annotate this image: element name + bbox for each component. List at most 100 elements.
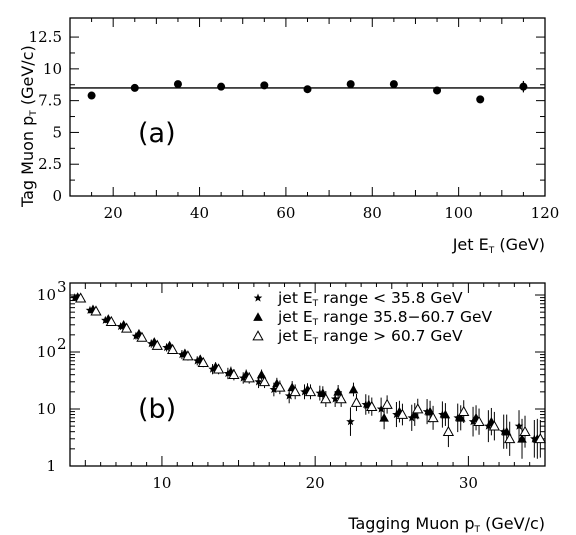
data-point: [105, 315, 117, 327]
y-tick-label: 2.5: [38, 155, 62, 173]
data-point: [120, 322, 133, 333]
data-point: [458, 405, 470, 416]
data-point: [320, 393, 332, 404]
data-point: [256, 369, 267, 379]
x-tick-label: 100: [444, 204, 473, 222]
x-tick-label: 20: [104, 204, 123, 222]
data-point: [501, 426, 512, 436]
panel-a-label: (a): [138, 118, 176, 149]
data-point: [514, 421, 524, 430]
legend-filled-triangle-marker: [253, 312, 263, 321]
panel-a-y-axis-label: Tag Muon pT (GeV/c): [18, 45, 39, 208]
y-tick-exponent: 2: [57, 335, 67, 353]
data-point: [488, 420, 501, 431]
x-tick-label: 40: [190, 204, 209, 222]
data-point: [396, 408, 409, 419]
data-point: [315, 388, 325, 397]
data-point: [333, 387, 343, 396]
data-point: [136, 331, 148, 342]
panel-b-label: (b): [138, 394, 176, 425]
legend-entry-label: jet ET range < 35.8 GeV: [277, 289, 463, 309]
x-tick-label: 60: [276, 204, 295, 222]
legend-open-triangle-marker: [252, 330, 264, 341]
data-point: [473, 415, 485, 426]
y-tick-label: 5: [52, 123, 62, 141]
y-tick-label: 7.5: [38, 92, 62, 110]
data-point: [346, 80, 355, 89]
data-point: [258, 375, 271, 387]
y-tick-label: 0: [52, 187, 62, 205]
data-point: [130, 83, 139, 92]
x-tick-label: 20: [306, 474, 325, 492]
x-tick-label: 30: [459, 474, 478, 492]
data-point: [534, 432, 546, 444]
data-point: [269, 384, 279, 394]
data-point: [442, 425, 455, 437]
data-point: [530, 434, 539, 443]
data-point: [366, 400, 378, 411]
data-point: [260, 81, 269, 90]
data-point: [173, 80, 182, 89]
y-tick-exponent: 3: [57, 278, 67, 296]
x-tick-label: 120: [531, 204, 560, 222]
panel-a-ticks: 0 2.5 5 7.5 10 12.5 20 40 60 80 100 120: [29, 18, 560, 222]
data-point: [504, 432, 516, 444]
legend-entry-label: jet ET range > 60.7 GeV: [277, 327, 463, 347]
y-tick-label: 1: [46, 457, 56, 475]
data-point: [197, 356, 209, 368]
data-point: [361, 399, 371, 409]
data-point: [389, 80, 398, 89]
data-point: [409, 409, 420, 419]
data-point: [499, 427, 508, 436]
data-point: [70, 293, 79, 302]
data-point: [289, 386, 301, 397]
panel-b-points: [70, 292, 546, 459]
data-point: [422, 407, 432, 416]
panel-a-frame: [69, 17, 546, 197]
data-point: [381, 398, 393, 409]
data-point: [75, 292, 87, 303]
panel-a-points: [87, 80, 528, 104]
panel-a-x-axis-label: Jet ET (GeV): [452, 235, 545, 256]
data-point: [433, 86, 442, 95]
data-point: [519, 82, 528, 91]
data-point: [517, 434, 527, 443]
panel-b-x-axis-label: Tagging Muon pT (GeV/c): [347, 514, 545, 535]
data-point: [330, 394, 340, 403]
data-point: [90, 305, 102, 316]
x-tick-label: 80: [363, 204, 382, 222]
data-point: [87, 91, 96, 100]
data-point: [476, 95, 485, 104]
data-point: [303, 85, 312, 94]
data-point: [453, 413, 463, 422]
data-point: [254, 377, 263, 386]
data-point: [455, 413, 466, 422]
data-point: [228, 368, 240, 380]
data-point: [376, 404, 386, 413]
data-point: [166, 343, 179, 354]
data-point: [85, 305, 95, 314]
data-point: [217, 82, 226, 91]
y-tick-label: 10: [37, 286, 56, 304]
data-point: [427, 411, 439, 423]
data-point: [519, 425, 531, 437]
y-tick-label: 10: [43, 60, 62, 78]
data-point: [440, 409, 451, 419]
data-point: [350, 396, 363, 407]
data-point: [438, 410, 447, 419]
data-point: [274, 381, 286, 392]
y-tick-label: 10: [37, 343, 56, 361]
panel-a: 0 2.5 5 7.5 10 12.5 20 40 60 80 100 120 (a) Tag Muo…: [18, 17, 560, 256]
data-point: [484, 421, 493, 430]
y-tick-label: 12.5: [29, 28, 62, 46]
data-point: [304, 386, 317, 397]
data-point: [212, 363, 225, 374]
data-point: [151, 339, 163, 350]
legend-entry-label: jet ET range 35.8−60.7 GeV: [277, 308, 493, 328]
data-point: [182, 350, 194, 361]
data-point: [412, 403, 424, 414]
data-point: [348, 384, 359, 394]
